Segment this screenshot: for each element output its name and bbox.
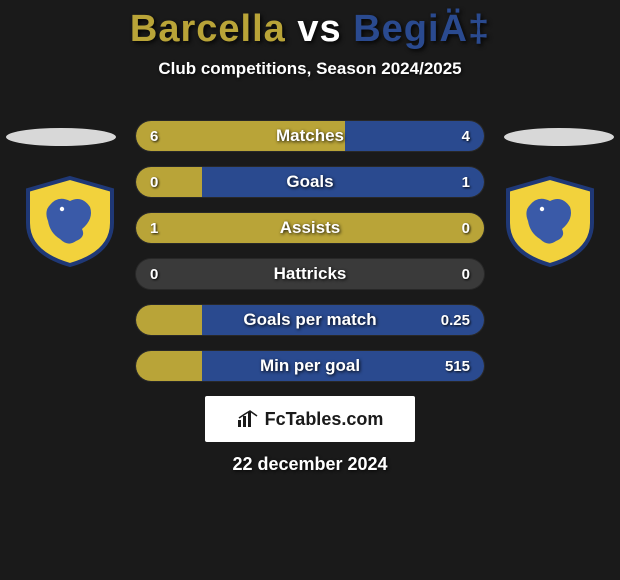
- comparison-card: Barcella vs BegiÄ‡ Club competitions, Se…: [0, 0, 620, 580]
- stat-value-right: 0: [462, 259, 470, 289]
- stat-row: Matches6 4: [135, 120, 485, 152]
- chart-icon: [237, 410, 259, 428]
- stat-label: Matches: [136, 121, 484, 151]
- stat-label: Goals: [136, 167, 484, 197]
- stat-row: Assists1 0: [135, 212, 485, 244]
- date-text: 22 december 2024: [0, 454, 620, 475]
- source-badge: FcTables.com: [205, 396, 415, 442]
- stat-label: Goals per match: [136, 305, 484, 335]
- stat-row: Min per goal515: [135, 350, 485, 382]
- club-badge-left: [20, 175, 120, 267]
- stat-value-left: 0: [150, 167, 158, 197]
- stat-value-right: 0: [462, 213, 470, 243]
- stat-value-right: 515: [445, 351, 470, 381]
- source-text: FcTables.com: [265, 409, 384, 430]
- stat-value-left: 0: [150, 259, 158, 289]
- page-title: Barcella vs BegiÄ‡: [0, 0, 620, 51]
- stat-value-left: 1: [150, 213, 158, 243]
- stat-label: Hattricks: [136, 259, 484, 289]
- stat-value-right: 0.25: [441, 305, 470, 335]
- player1-name: Barcella: [130, 8, 286, 50]
- spotlight-right: [504, 128, 614, 146]
- stat-value-left: 6: [150, 121, 158, 151]
- stat-value-right: 1: [462, 167, 470, 197]
- stat-label: Min per goal: [136, 351, 484, 381]
- stat-row: Hattricks0 0: [135, 258, 485, 290]
- stat-row: Goals0 1: [135, 166, 485, 198]
- spotlight-left: [6, 128, 116, 146]
- stat-row: Goals per match0.25: [135, 304, 485, 336]
- subtitle: Club competitions, Season 2024/2025: [0, 59, 620, 79]
- stat-label: Assists: [136, 213, 484, 243]
- player2-name: BegiÄ‡: [353, 8, 490, 50]
- club-badge-right: [500, 175, 600, 267]
- vs-text: vs: [297, 8, 341, 50]
- stat-value-right: 4: [462, 121, 470, 151]
- stats-panel: Matches64Goals01Assists10Hattricks00Goal…: [135, 120, 485, 396]
